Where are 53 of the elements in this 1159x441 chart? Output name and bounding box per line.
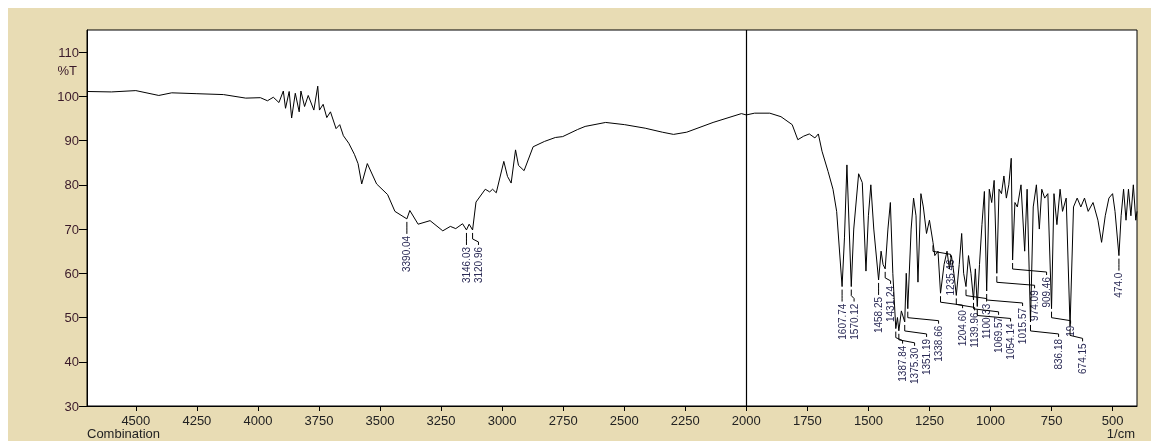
annotation: 1235.46 <box>945 258 957 296</box>
annotation: 1204.60 <box>957 309 969 347</box>
annotation: 19 <box>1065 325 1077 337</box>
annotation: 974.09 <box>1029 289 1041 321</box>
annotation: 1607.74 <box>836 303 848 340</box>
x-tick-label: 4000 <box>243 413 273 428</box>
y-tick-label: 60 <box>64 265 79 281</box>
annotation: 3146.03 <box>460 246 472 284</box>
annotation: 1069.57 <box>993 316 1005 353</box>
x-axis-title: 1/cm <box>1106 426 1135 441</box>
annotation: 1139.96 <box>969 311 981 348</box>
annotation: 1015.57 <box>1017 307 1029 345</box>
x-tick-label: 3500 <box>365 413 395 428</box>
annotation: 474.0 <box>1113 272 1125 298</box>
y-axis-title: %T <box>57 63 78 79</box>
annotation: 1570.12 <box>848 303 860 340</box>
annotation: 1054.14 <box>1005 323 1017 360</box>
x-tick-label: 2500 <box>609 413 639 428</box>
annotation: 1338.66 <box>933 325 945 362</box>
x-tick-label: 500 <box>1101 413 1124 428</box>
y-tick-label: 100 <box>57 88 79 104</box>
text: Combination <box>87 426 160 441</box>
x-tick-label: 1750 <box>792 413 822 428</box>
annotation: 1100.33 <box>981 303 993 339</box>
x-tick-label: 3750 <box>304 413 334 428</box>
y-tick-label: 70 <box>64 221 79 237</box>
y-tick-label: 50 <box>64 310 79 326</box>
y-tick-label: 110 <box>58 44 79 60</box>
x-tick-label: 4250 <box>182 413 212 428</box>
annotation: 1351.19 <box>921 338 933 376</box>
annotation: 1375.30 <box>909 347 921 384</box>
x-tick-label: 4500 <box>121 413 151 428</box>
annotation: 909.46 <box>1041 276 1053 308</box>
annotation: 3120.96 <box>472 246 484 284</box>
x-tick-label: 1500 <box>853 413 883 428</box>
y-tick-label: 40 <box>64 354 79 370</box>
x-tick-label: 2000 <box>731 413 761 428</box>
y-tick-label: 80 <box>64 177 79 193</box>
x-tick-label: 1000 <box>976 413 1005 428</box>
annotation: 3390.04 <box>401 235 413 273</box>
y-tick-label: 30 <box>64 398 79 414</box>
annotation: 1458.25 <box>873 296 885 334</box>
annotation: 1431.24 <box>885 285 897 323</box>
annotation: 836.18 <box>1053 338 1065 370</box>
annotation: 1387.84 <box>897 345 909 382</box>
annotation: 674.15 <box>1077 342 1089 374</box>
x-tick-label: 3250 <box>426 413 456 428</box>
x-tick-label: 1250 <box>914 413 944 428</box>
x-tick-label: 750 <box>1040 413 1063 428</box>
x-tick-label: 2250 <box>670 413 700 428</box>
y-tick-label: 90 <box>64 133 79 149</box>
x-tick-label: 3000 <box>487 413 517 428</box>
x-tick-label: 2750 <box>548 413 578 428</box>
